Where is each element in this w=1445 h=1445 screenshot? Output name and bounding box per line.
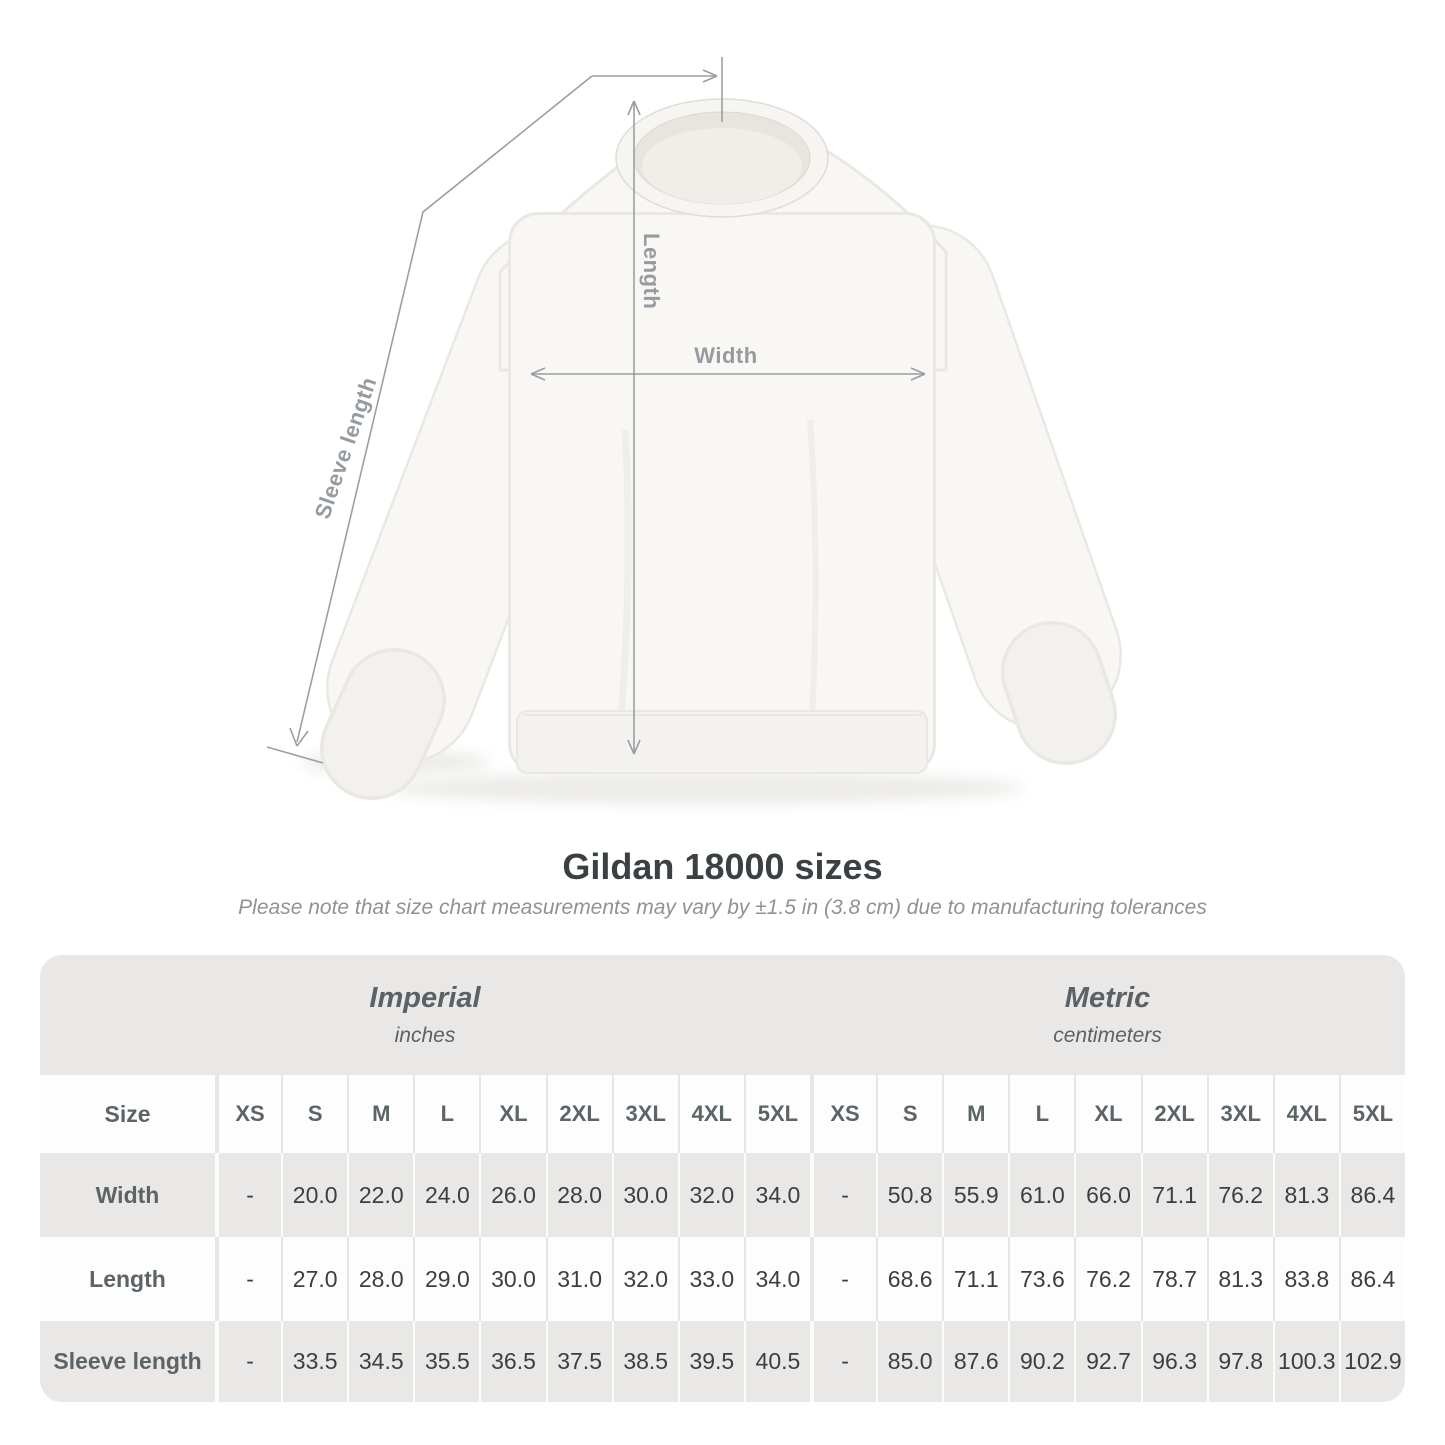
value-cell: 83.8: [1272, 1237, 1339, 1321]
size-col-header: S: [281, 1075, 348, 1153]
row-label: Width: [40, 1153, 215, 1237]
size-col-header: XL: [1074, 1075, 1141, 1153]
row-label: Sleeve length: [40, 1321, 215, 1402]
size-col-header: S: [876, 1075, 943, 1153]
value-cell: -: [810, 1321, 877, 1402]
top-measure-line: [592, 57, 723, 122]
size-col-header: 5XL: [743, 1075, 810, 1153]
value-cell: 85.0: [876, 1321, 943, 1402]
size-col-header: L: [413, 1075, 480, 1153]
value-cell: 28.0: [347, 1237, 414, 1321]
value-cell: 97.8: [1206, 1321, 1273, 1402]
size-col-header: M: [942, 1075, 1009, 1153]
value-cell: 22.0: [347, 1153, 414, 1237]
value-cell: 29.0: [413, 1237, 480, 1321]
value-cell: 81.3: [1272, 1153, 1339, 1237]
size-col-header: XS: [215, 1075, 282, 1153]
width-measure-line: [530, 367, 926, 381]
value-cell: 50.8: [876, 1153, 943, 1237]
body-panel: [511, 215, 933, 772]
value-cell: 86.4: [1338, 1153, 1405, 1237]
imperial-header: Imperial inches: [40, 955, 810, 1075]
value-cell: 34.0: [743, 1237, 810, 1321]
metric-header: Metric centimeters: [810, 955, 1405, 1075]
value-cell: 34.5: [347, 1321, 414, 1402]
imperial-unit: inches: [394, 1024, 456, 1047]
value-cell: 71.1: [1140, 1153, 1207, 1237]
size-col-header: 2XL: [545, 1075, 612, 1153]
value-cell: 61.0: [1008, 1153, 1075, 1237]
value-cell: 24.0: [413, 1153, 480, 1237]
width-measure-label: Width: [694, 343, 758, 368]
value-cell: 81.3: [1206, 1237, 1273, 1321]
size-col-header: 2XL: [1140, 1075, 1207, 1153]
sleeve-measure-line: [266, 75, 593, 764]
value-cell: 31.0: [545, 1237, 612, 1321]
size-col-header: L: [1008, 1075, 1075, 1153]
value-cell: 37.5: [545, 1321, 612, 1402]
value-cell: 39.5: [677, 1321, 744, 1402]
size-col-header: 3XL: [611, 1075, 678, 1153]
size-col-header: 5XL: [1338, 1075, 1405, 1153]
value-cell: 33.5: [281, 1321, 348, 1402]
value-cell: -: [215, 1153, 282, 1237]
value-cell: 40.5: [743, 1321, 810, 1402]
value-cell: -: [215, 1321, 282, 1402]
garment-shadow: [385, 772, 1025, 804]
row-label: Length: [40, 1237, 215, 1321]
metric-label: Metric: [1064, 982, 1151, 1014]
value-cell: 30.0: [479, 1237, 546, 1321]
value-cell: 87.6: [942, 1321, 1009, 1402]
size-col-header: 4XL: [677, 1075, 744, 1153]
garment-diagram: Length Width Sleeve length: [266, 57, 1122, 804]
value-cell: 30.0: [611, 1153, 678, 1237]
value-cell: 90.2: [1008, 1321, 1075, 1402]
value-cell: 26.0: [479, 1153, 546, 1237]
metric-unit: centimeters: [1053, 1024, 1162, 1047]
value-cell: 20.0: [281, 1153, 348, 1237]
sweatshirt-illustration: [266, 57, 1122, 804]
size-col-header: 4XL: [1272, 1075, 1339, 1153]
size-row-label: Size: [40, 1075, 215, 1153]
value-cell: 55.9: [942, 1153, 1009, 1237]
imperial-label: Imperial: [369, 982, 481, 1014]
size-col-header: XS: [810, 1075, 877, 1153]
value-cell: 66.0: [1074, 1153, 1141, 1237]
length-measure-label: Length: [639, 233, 664, 310]
value-cell: -: [810, 1237, 877, 1321]
value-cell: 32.0: [611, 1237, 678, 1321]
sweatshirt-image: [320, 98, 1122, 800]
value-cell: 71.1: [942, 1237, 1009, 1321]
value-cell: -: [215, 1237, 282, 1321]
value-cell: 27.0: [281, 1237, 348, 1321]
value-cell: 76.2: [1074, 1237, 1141, 1321]
page-title: Gildan 18000 sizes: [562, 846, 883, 887]
value-cell: 33.0: [677, 1237, 744, 1321]
value-cell: 100.3: [1272, 1321, 1339, 1402]
value-cell: 96.3: [1140, 1321, 1207, 1402]
value-cell: 73.6: [1008, 1237, 1075, 1321]
size-col-header: M: [347, 1075, 414, 1153]
value-cell: 86.4: [1338, 1237, 1405, 1321]
value-cell: 28.0: [545, 1153, 612, 1237]
value-cell: 36.5: [479, 1321, 546, 1402]
value-cell: 92.7: [1074, 1321, 1141, 1402]
value-cell: 68.6: [876, 1237, 943, 1321]
value-cell: 78.7: [1140, 1237, 1207, 1321]
value-cell: 34.0: [743, 1153, 810, 1237]
tolerance-note: Please note that size chart measurements…: [238, 896, 1207, 919]
collar: [615, 98, 829, 218]
value-cell: 38.5: [611, 1321, 678, 1402]
value-cell: -: [810, 1153, 877, 1237]
value-cell: 102.9: [1338, 1321, 1405, 1402]
size-table: Imperial inches Metric centimeters Size …: [40, 955, 1405, 1402]
value-cell: 35.5: [413, 1321, 480, 1402]
size-col-header: 3XL: [1206, 1075, 1273, 1153]
length-measure-line: [627, 100, 641, 755]
value-cell: 32.0: [677, 1153, 744, 1237]
value-cell: 76.2: [1206, 1153, 1273, 1237]
size-col-header: XL: [479, 1075, 546, 1153]
